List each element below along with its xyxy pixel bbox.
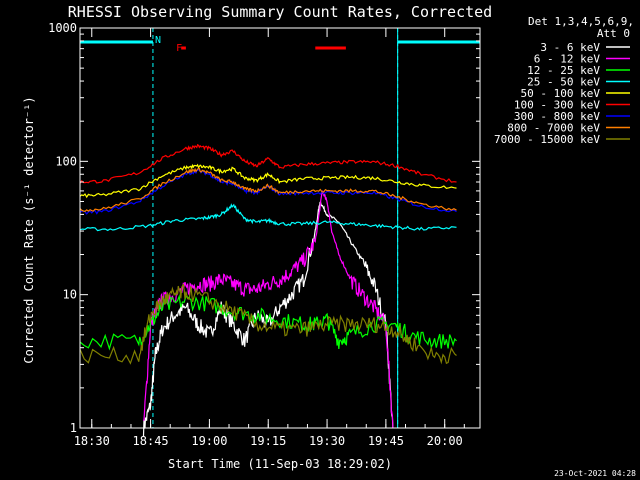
x-tick-label: 18:45 [133,434,169,448]
flag-label: N [155,35,161,46]
legend-header-line-1: Det 1,3,4,5,6,9, [528,15,634,28]
series-line [79,283,457,365]
legend-entry-label: 800 - 7000 keV [507,122,600,135]
series-line [79,294,457,351]
series-line [79,143,457,184]
y-axis-label: Corrected Count Rate (s⁻¹ detector⁻¹) [22,96,36,363]
x-tick-label: 19:15 [250,434,286,448]
series-line [79,168,457,215]
x-tick-label: 20:00 [427,434,463,448]
series-line [79,203,457,232]
x-tick-label: 19:00 [191,434,227,448]
legend-entry-label: 3 - 6 keV [540,41,600,54]
x-tick-label: 18:30 [74,434,110,448]
y-tick-label: 1000 [48,21,77,35]
series-line [142,201,394,437]
legend-entry-label: 25 - 50 keV [527,76,600,89]
plot-area: N F 1 10 100 1000 18:30 18:45 19:00 19:15 19:30 19:… [48,21,481,448]
flag-label: F [176,43,182,54]
legend-entry-label: 12 - 25 keV [527,64,600,77]
plot-frame [79,27,481,429]
series-line [79,163,457,199]
x-tick-label: 19:45 [368,434,404,448]
x-tick-label: 19:30 [309,434,345,448]
footer-timestamp: 23-Oct-2021 04:28 [554,469,636,478]
legend-entry-label: 6 - 12 keV [534,53,601,66]
y-tick-label: 1 [70,421,77,435]
x-axis-label: Start Time (11-Sep-03 18:29:02) [168,457,392,471]
legend-entry-label: 7000 - 15000 keV [494,133,600,146]
legend-header-line-2: Att 0 [597,27,630,40]
chart-title: RHESSI Observing Summary Count Rates, Co… [68,3,492,21]
legend-entry-label: 300 - 800 keV [514,110,600,123]
y-tick-label: 10 [63,288,77,302]
y-tick-label: 100 [55,154,77,168]
series-line [142,190,394,429]
legend-entry-label: 50 - 100 keV [521,87,601,100]
series-line [79,167,457,212]
legend-entry-label: 100 - 300 keV [514,99,600,112]
